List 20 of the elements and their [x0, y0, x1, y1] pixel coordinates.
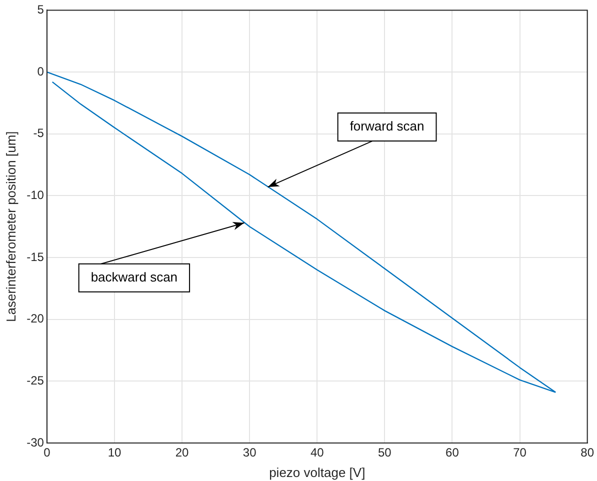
x-tick-label: 40: [310, 446, 324, 460]
y-tick-label: -25: [26, 373, 44, 388]
x-tick-label: 20: [175, 446, 190, 460]
x-axis-title: piezo voltage [V]: [269, 464, 366, 480]
annotation: forward scan: [350, 118, 424, 134]
x-tick-label: 80: [580, 446, 594, 460]
x-tick-label: 30: [242, 446, 257, 460]
y-tick-label: -10: [26, 188, 44, 202]
x-tick-label: 60: [446, 446, 460, 460]
y-tick-label: -30: [26, 435, 44, 450]
x-tick-label: 50: [378, 446, 392, 460]
y-tick-label: -15: [26, 250, 44, 264]
y-tick-label: 5: [37, 2, 44, 17]
x-tick-label: 10: [108, 446, 122, 460]
y-tick-label: -5: [33, 126, 44, 140]
annotation: backward scan: [90, 269, 178, 284]
y-tick-label: -20: [26, 312, 44, 326]
y-tick-label: 0: [37, 64, 44, 78]
y-axis-title: Laserinterferometer position [um]: [3, 131, 18, 322]
x-tick-label: 70: [513, 446, 527, 460]
